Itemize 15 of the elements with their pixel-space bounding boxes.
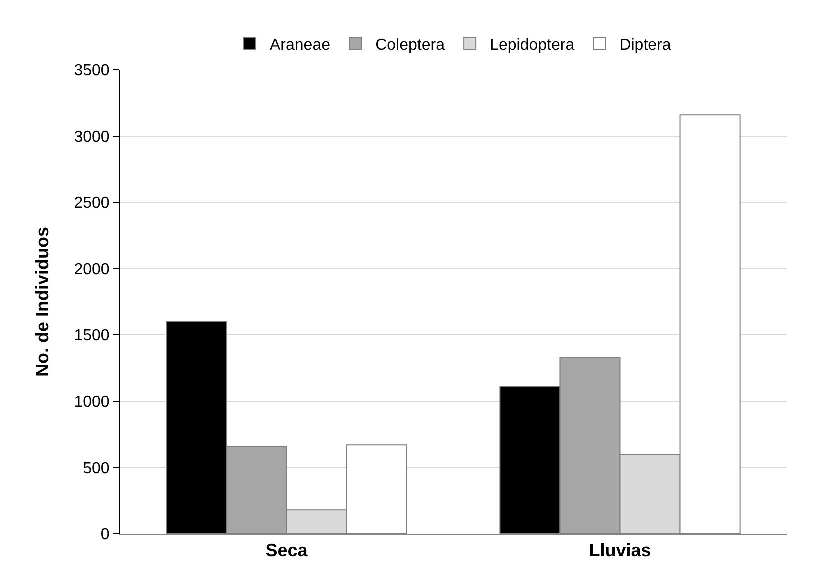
x-tick-label: Seca [266,540,309,561]
legend-label: Araneae [270,36,331,54]
legend-label: Coleptera [376,36,446,54]
legend-label: Lepidoptera [490,36,575,54]
y-tick-label: 3500 [74,62,110,80]
y-tick-label: 1500 [74,328,110,345]
y-axis-title: No. de Individuos [32,226,52,378]
y-tick-label: 3000 [74,128,110,146]
y-tick-label: 2500 [74,195,110,212]
y-tick-label: 0 [100,526,110,544]
y-tick-label: 2000 [74,261,110,278]
y-tick-label: 500 [83,460,110,478]
y-tick-label: 1000 [74,394,110,412]
legend-label: Diptera [620,36,672,54]
x-tick-label: Lluvias [589,540,652,561]
